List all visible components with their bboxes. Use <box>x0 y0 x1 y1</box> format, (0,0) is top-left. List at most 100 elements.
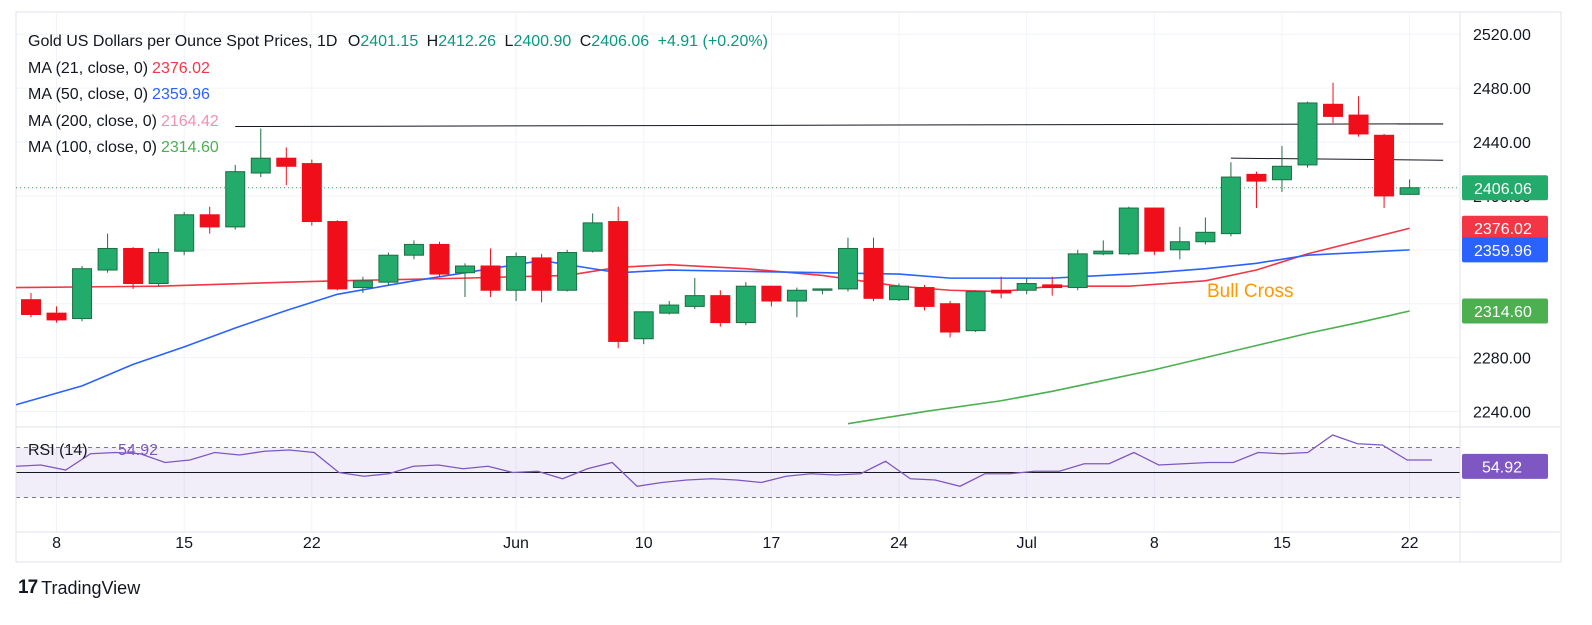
candle-body <box>557 252 578 291</box>
candle-body <box>837 247 858 290</box>
candle-body <box>1271 165 1292 181</box>
candle-body <box>582 222 603 252</box>
legend-ma200[interactable]: MA (200, close, 0) 2164.42 <box>28 109 768 136</box>
candle-body <box>1348 114 1369 135</box>
ma-line <box>15 249 1410 406</box>
legend-ma50[interactable]: MA (50, close, 0) 2359.96 <box>28 82 768 109</box>
bull-cross-annotation: Bull Cross <box>1207 281 1294 302</box>
legend-ma21-label: MA (21, close, 0) <box>28 59 149 77</box>
candle-body <box>1195 231 1216 243</box>
low-value: 2400.90 <box>513 33 572 50</box>
candle-body <box>480 265 501 291</box>
resistance-line <box>235 123 1444 128</box>
price-tag <box>1462 237 1548 263</box>
candle-body <box>710 295 731 324</box>
candle-body <box>327 221 348 290</box>
candle-body <box>1220 176 1241 235</box>
high-label: H <box>426 33 439 50</box>
candle-body <box>1067 253 1088 289</box>
close-label: C <box>579 33 592 50</box>
candle-body <box>429 243 450 275</box>
x-tick-label: 17 <box>762 535 780 552</box>
price-tag-label: 2314.60 <box>1474 304 1532 321</box>
high-value: 2412.26 <box>438 33 497 50</box>
candle-body <box>735 285 756 324</box>
candle-body <box>174 214 195 252</box>
price-tag <box>1462 215 1548 241</box>
legend-ma50-label: MA (50, close, 0) <box>28 86 149 103</box>
legend-ma21[interactable]: MA (21, close, 0) 2376.02 <box>28 56 768 83</box>
candle-body <box>1118 207 1139 255</box>
rsi-price-tag-label: 54.92 <box>1482 459 1522 476</box>
price-tag-label: 2359.96 <box>1474 243 1532 260</box>
candle-body <box>1042 284 1063 289</box>
x-tick-label: 10 <box>635 535 653 552</box>
rsi-title: RSI (14) <box>28 442 88 459</box>
candle-body <box>1093 250 1114 255</box>
candle-body <box>1323 103 1344 117</box>
candle-body <box>506 256 527 291</box>
tradingview-logo-icon: 17 <box>18 577 38 598</box>
candle-body <box>276 157 297 167</box>
x-tick-label: 22 <box>303 535 321 552</box>
candle-body <box>889 285 910 301</box>
x-tick-label: 22 <box>1401 535 1419 552</box>
brand-name: TradingView <box>41 577 141 598</box>
candle-body <box>250 157 271 174</box>
legend-ma21-value: 2376.02 <box>152 59 210 77</box>
resistance-line <box>1230 157 1444 161</box>
candle-body <box>1297 102 1318 166</box>
x-tick-label: 15 <box>175 535 193 552</box>
candle-body <box>659 304 680 314</box>
candle-body <box>148 252 169 285</box>
candle-body <box>455 265 476 274</box>
candle-body <box>301 163 322 223</box>
x-tick-label: Jul <box>1016 535 1036 552</box>
x-tick-label: 15 <box>1273 535 1291 552</box>
y-tick-label: 2520.00 <box>1473 27 1531 44</box>
candle-body <box>46 312 67 321</box>
candle-body <box>378 254 399 283</box>
candle-body <box>97 247 118 271</box>
y-tick-label: 2240.00 <box>1473 405 1531 422</box>
price-tag-label: 2376.02 <box>1474 221 1532 238</box>
y-tick-label: 2480.00 <box>1473 81 1531 98</box>
symbol-title: Gold US Dollars per Ounce Spot Prices, 1… <box>28 33 338 50</box>
legend-ma100[interactable]: MA (100, close, 0) 2314.60 <box>28 135 768 162</box>
tradingview-brand[interactable]: 17 TradingView <box>18 577 140 599</box>
candle-body <box>531 257 552 291</box>
candle-body <box>991 289 1012 294</box>
x-tick-label: 8 <box>1150 535 1159 552</box>
legend-ma100-value: 2314.60 <box>160 139 219 156</box>
close-value: 2406.06 <box>591 33 650 50</box>
change-value: +4.91 (+0.20%) <box>657 33 768 50</box>
y-tick-label: 2440.00 <box>1473 135 1531 152</box>
candle-body <box>786 289 807 302</box>
legend-ma100-label: MA (100, close, 0) <box>28 139 157 156</box>
candle-body <box>403 243 424 256</box>
ohlc-header: Gold US Dollars per Ounce Spot Prices, 1… <box>28 29 768 56</box>
candle-body <box>965 291 986 332</box>
price-tag <box>1462 175 1548 201</box>
x-tick-label: 8 <box>52 535 61 552</box>
candle-body <box>123 247 144 285</box>
candle-body <box>863 247 884 299</box>
candle-body <box>1399 187 1420 195</box>
price-tag-label: 2406.06 <box>1474 181 1532 198</box>
y-tick-label: 2280.00 <box>1473 351 1531 368</box>
candle-body <box>199 214 220 228</box>
candle-body <box>608 221 629 342</box>
legend-ma50-value: 2359.96 <box>152 86 210 103</box>
candle-body <box>1169 241 1190 251</box>
candle-body <box>633 311 654 340</box>
x-tick-label: 24 <box>890 535 908 552</box>
candle-body <box>914 287 935 307</box>
candle-body <box>1374 134 1395 197</box>
ma-line <box>847 310 1410 425</box>
candle-body <box>812 288 833 291</box>
rsi-line <box>15 434 1432 487</box>
open-value: 2401.15 <box>360 33 419 50</box>
candle-body <box>21 299 41 316</box>
candle-body <box>1246 173 1267 182</box>
